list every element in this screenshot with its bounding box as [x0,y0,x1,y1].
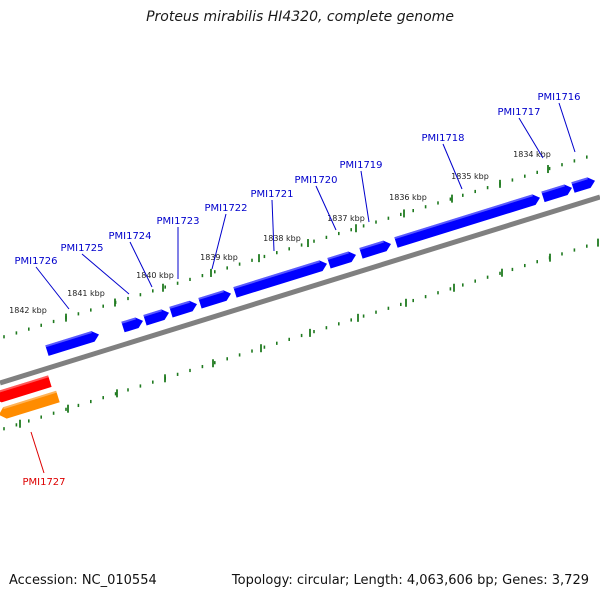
gene-label-group: PMI1716PMI1717PMI1718PMI1719PMI1720PMI17… [14,92,580,488]
forward-gene-arrow [121,317,143,333]
gene-label: PMI1721 [250,189,293,200]
forward-gene-arrow [359,240,391,259]
gene-highlight [327,251,349,260]
gene-label-leader [558,102,576,153]
gene-feature-group [0,177,595,419]
gene-label: PMI1727 [22,477,65,488]
lower-tick-ruler [3,238,599,431]
gene-label-leader [81,253,130,295]
forward-gene-arrow [394,194,540,248]
gene-highlight [3,390,57,410]
ruler-label: 1838 kbp [263,234,301,243]
gene-label-leader [35,266,70,310]
genome-summary-text: Topology: circular; Length: 4,063,606 bp… [231,573,589,588]
gene-label-leader [271,199,275,252]
forward-gene-arrow [169,300,197,318]
ruler-label: 1837 kbp [327,214,365,223]
gene-label-leader [518,117,544,159]
gene-highlight [45,331,92,348]
forward-gene-arrow [327,251,356,269]
gene-label-leader [442,143,463,190]
gene-highlight [541,184,565,194]
accession-text: Accession: NC_010554 [9,573,157,588]
ruler-label: 1841 kbp [67,289,105,298]
forward-gene-arrow [233,260,327,298]
ruler-label: 1834 kbp [513,150,551,159]
gene-label: PMI1720 [294,175,337,186]
ruler-label: 1836 kbp [389,193,427,202]
gene-highlight [233,260,320,289]
gene-label: PMI1722 [204,203,247,214]
forward-gene-arrow [571,177,595,193]
gene-label-leader [129,241,153,288]
gene-label-leader [315,185,337,231]
ruler-label: 1840 kbp [136,271,174,280]
ruler-label: 1835 kbp [451,172,489,181]
ruler-label: 1839 kbp [200,253,238,262]
forward-gene-arrow [45,331,99,356]
gene-highlight [359,240,384,250]
gene-label-leader [360,170,370,223]
gene-highlight [198,290,224,300]
gene-highlight [571,177,588,185]
gene-label: PMI1719 [339,160,382,171]
reverse-feature-arrow [0,390,60,419]
gene-label: PMI1726 [14,256,57,267]
forward-gene-arrow [198,290,231,309]
genome-backbone-group [0,194,600,386]
gene-highlight [394,194,533,240]
reverse-gene-arrow [0,375,52,403]
gene-highlight [121,317,136,324]
gene-highlight [143,309,162,317]
gene-label: PMI1724 [108,231,151,242]
ruler-label-group: 1834 kbp 1835 kbp 1836 kbp 1837 kbp 1838 kbp… [9,150,551,315]
forward-gene-arrow [143,309,169,326]
gene-label-leader [30,431,45,474]
gene-label: PMI1716 [537,92,580,103]
gene-label: PMI1717 [497,107,540,118]
gene-highlight [0,375,49,393]
forward-gene-arrow [541,184,572,203]
gene-label: PMI1718 [421,133,464,144]
map-title: Proteus mirabilis HI4320, complete genom… [146,9,454,25]
gene-highlight [169,300,190,309]
upper-tick-ruler [3,155,588,339]
genome-backbone [0,194,600,386]
ruler-label: 1842 kbp [9,306,47,315]
gene-label-leader [211,213,227,270]
gene-label: PMI1725 [60,243,103,254]
gene-label: PMI1723 [156,216,199,227]
